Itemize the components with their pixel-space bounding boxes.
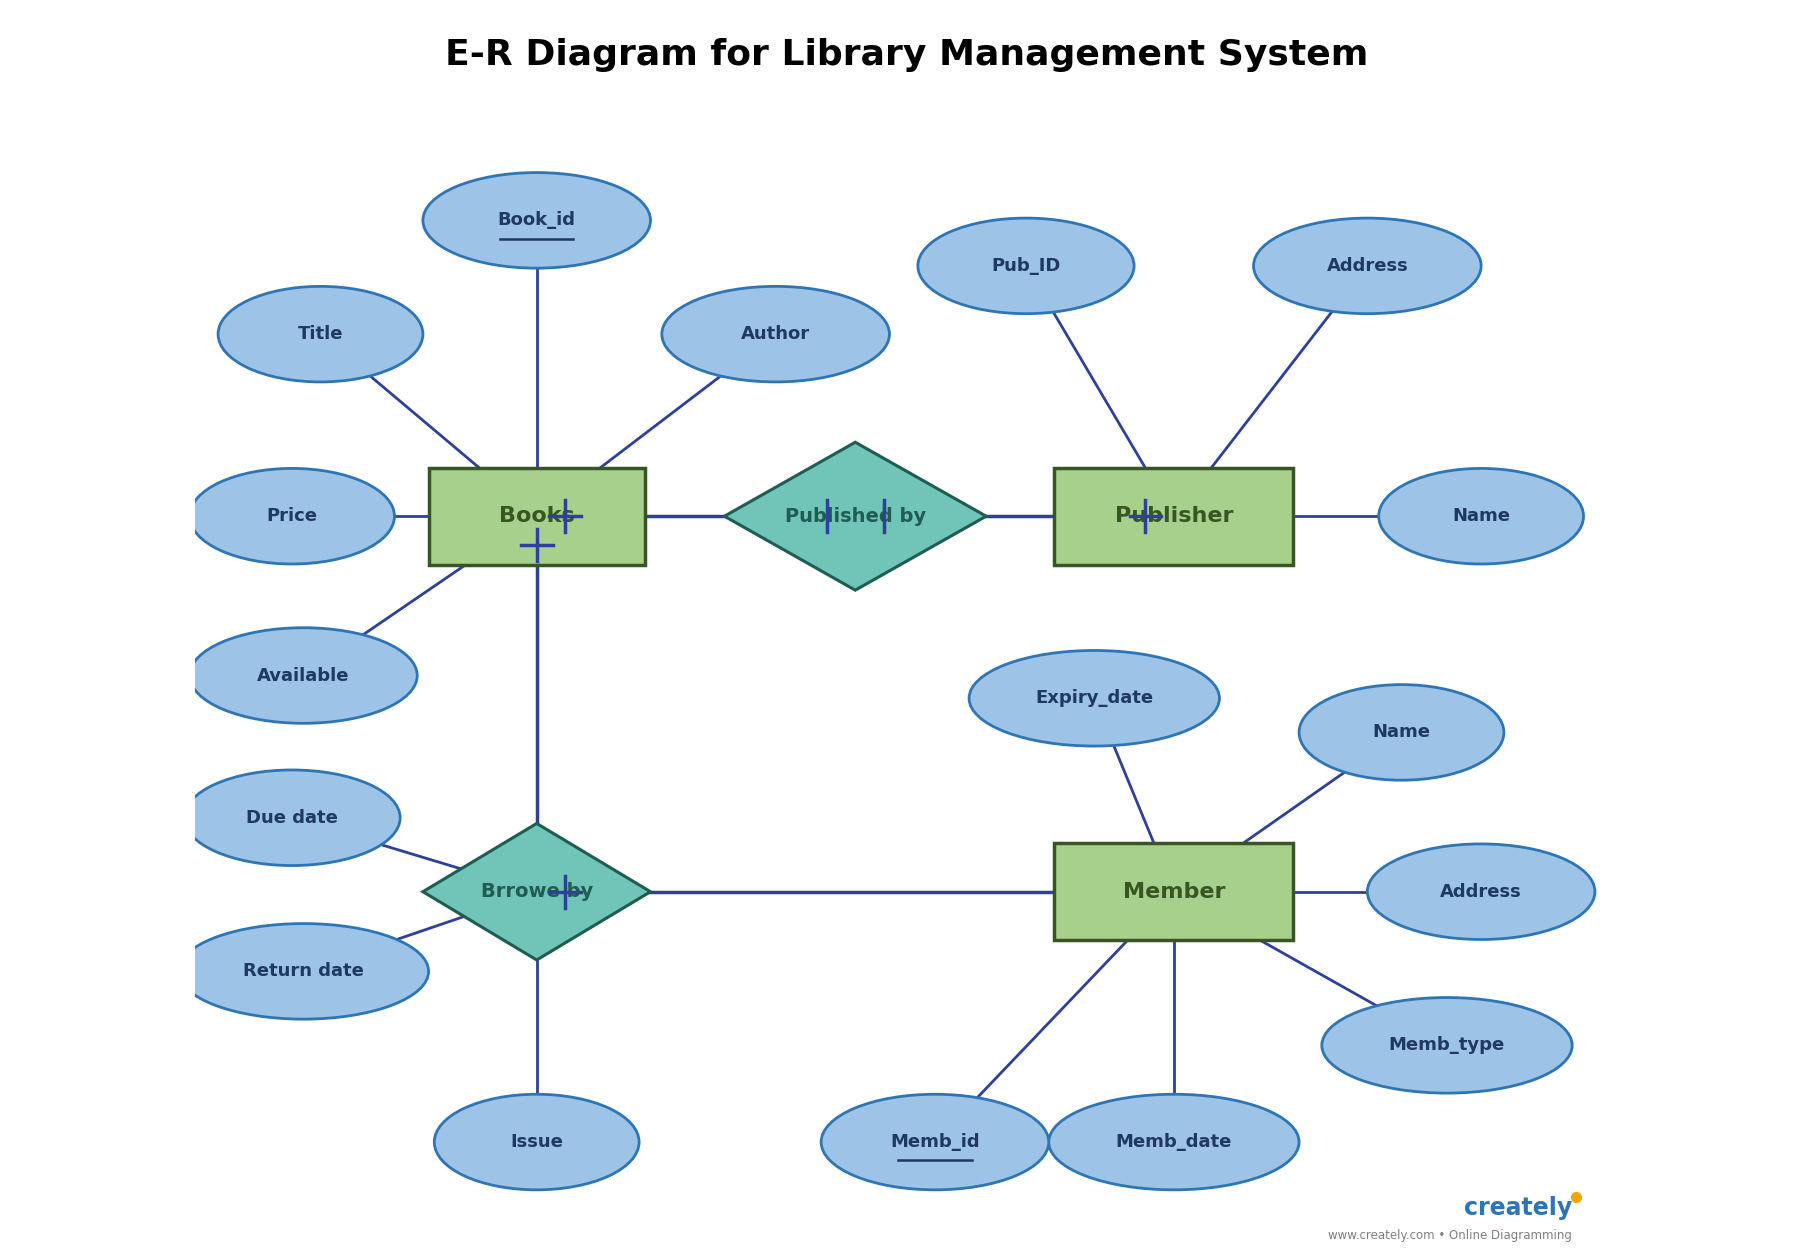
Text: Name: Name <box>1372 723 1430 741</box>
Text: Due date: Due date <box>247 809 337 827</box>
Ellipse shape <box>1300 684 1505 780</box>
Ellipse shape <box>190 627 417 723</box>
Text: Member: Member <box>1122 882 1226 902</box>
FancyBboxPatch shape <box>428 467 645 564</box>
Text: Pub_ID: Pub_ID <box>992 257 1061 275</box>
Text: Name: Name <box>1452 508 1510 525</box>
Text: creately: creately <box>1463 1196 1572 1220</box>
FancyBboxPatch shape <box>1055 843 1293 940</box>
Text: Expiry_date: Expiry_date <box>1035 689 1153 707</box>
Text: Available: Available <box>257 667 350 684</box>
Polygon shape <box>422 824 651 960</box>
Text: Memb_date: Memb_date <box>1115 1133 1233 1152</box>
Text: Title: Title <box>297 325 343 343</box>
Text: www.creately.com • Online Diagramming: www.creately.com • Online Diagramming <box>1329 1228 1572 1242</box>
Text: E-R Diagram for Library Management System: E-R Diagram for Library Management Syste… <box>444 38 1369 72</box>
Ellipse shape <box>1253 218 1481 314</box>
Ellipse shape <box>970 650 1220 746</box>
Text: Address: Address <box>1327 257 1409 275</box>
Ellipse shape <box>178 924 428 1019</box>
FancyBboxPatch shape <box>1055 467 1293 564</box>
Text: Publisher: Publisher <box>1115 507 1233 527</box>
Text: Issue: Issue <box>509 1133 564 1152</box>
Text: Books: Books <box>499 507 575 527</box>
Text: Memb_id: Memb_id <box>890 1133 979 1152</box>
Ellipse shape <box>821 1094 1048 1189</box>
Ellipse shape <box>662 286 890 382</box>
Polygon shape <box>725 442 986 590</box>
Text: Memb_type: Memb_type <box>1389 1036 1505 1055</box>
Text: Book_id: Book_id <box>499 212 577 229</box>
Ellipse shape <box>190 469 395 564</box>
Ellipse shape <box>1048 1094 1300 1189</box>
Text: Address: Address <box>1440 883 1521 901</box>
Text: Price: Price <box>267 508 317 525</box>
Ellipse shape <box>1367 844 1595 940</box>
Text: Brrowe by: Brrowe by <box>480 882 593 901</box>
Ellipse shape <box>218 286 422 382</box>
Ellipse shape <box>183 770 401 866</box>
Text: Author: Author <box>742 325 810 343</box>
Ellipse shape <box>1322 998 1572 1094</box>
Text: Return date: Return date <box>243 963 364 980</box>
Ellipse shape <box>422 173 651 268</box>
Ellipse shape <box>1378 469 1583 564</box>
Ellipse shape <box>435 1094 640 1189</box>
Text: Published by: Published by <box>785 507 926 525</box>
Ellipse shape <box>917 218 1135 314</box>
